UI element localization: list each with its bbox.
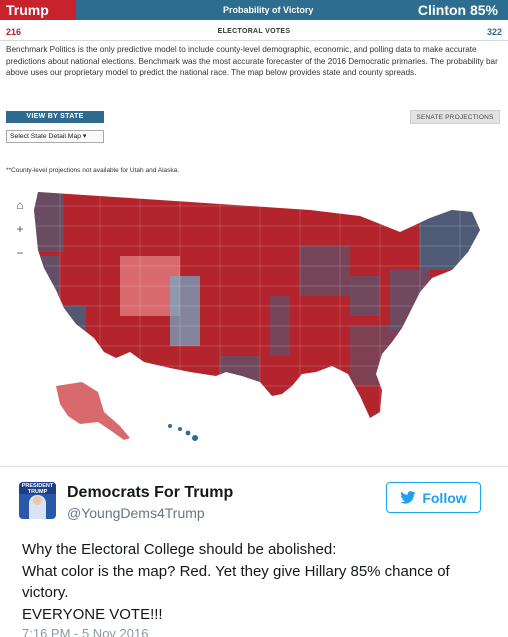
model-description: Benchmark Politics is the only predictiv… <box>6 45 498 77</box>
probability-title: Probability of Victory <box>223 5 314 15</box>
avatar[interactable]: PRESIDENT TRUMP <box>19 482 56 519</box>
chevron-down-icon: ▾ <box>82 133 87 140</box>
account-name[interactable]: Democrats For Trump <box>67 484 234 501</box>
follow-label: Follow <box>422 489 467 506</box>
probability-bar: Trump 15% Probability of Victory Clinton… <box>0 0 508 38</box>
state-detail-select[interactable]: Select State Detail Map ▾ <box>6 130 104 143</box>
avatar-label: PRESIDENT TRUMP <box>19 482 56 495</box>
map-controls: ⌂ + − <box>13 198 27 270</box>
trump-probability: Trump 15% <box>0 0 77 38</box>
divider <box>0 466 508 467</box>
tweet-line: Why the Electoral College should be abol… <box>22 541 337 558</box>
zoom-in-button[interactable]: + <box>16 222 24 236</box>
tweet-line: What color is the map? Red. Yet they giv… <box>22 562 450 602</box>
view-by-state-button[interactable]: VIEW BY STATE <box>6 111 104 123</box>
county-map[interactable] <box>20 186 485 460</box>
clinton-electoral-votes: 322 <box>486 27 502 37</box>
tweet-timestamp[interactable]: 7:16 PM - 5 Nov 2016 <box>22 626 149 637</box>
electoral-votes-row: 216 ELECTORAL VOTES 322 <box>0 23 508 41</box>
home-icon[interactable]: ⌂ <box>16 198 24 212</box>
account-handle[interactable]: @YoungDems4Trump <box>67 505 205 521</box>
bird-icon <box>400 491 416 504</box>
county-footnote: **County-level projections not available… <box>6 167 180 174</box>
avatar-head <box>33 496 42 505</box>
electoral-votes-label: ELECTORAL VOTES <box>217 28 291 35</box>
clinton-probability-segment: Probability of Victory Clinton 85% <box>76 0 508 20</box>
senate-projections-button[interactable]: SENATE PROJECTIONS <box>410 110 500 124</box>
follow-button[interactable]: Follow <box>386 482 481 513</box>
clinton-probability: Clinton 85% <box>417 2 498 18</box>
zoom-out-button[interactable]: − <box>16 246 24 260</box>
state-detail-select-value: Select State Detail Map <box>10 133 82 140</box>
tweet-line: EVERYONE VOTE!!! <box>22 605 163 623</box>
trump-electoral-votes: 216 <box>6 27 22 37</box>
tweet-text: Why the Electoral College should be abol… <box>22 539 492 625</box>
